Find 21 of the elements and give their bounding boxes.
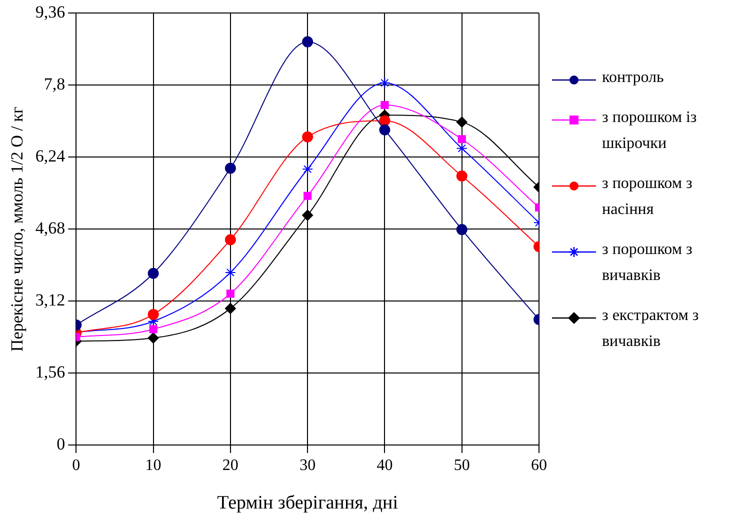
legend-label: з порошком із шкірочки bbox=[602, 108, 698, 154]
y-tick-label: 3,12 bbox=[35, 290, 66, 310]
x-tick-label: 0 bbox=[72, 456, 80, 474]
x-tick-label: 30 bbox=[300, 456, 316, 474]
y-tick-label: 1,56 bbox=[35, 362, 66, 382]
x-tick-label: 20 bbox=[222, 456, 238, 474]
x-tick-label: 40 bbox=[376, 456, 393, 474]
y-tick-label: 7,8 bbox=[44, 74, 66, 94]
y-tick-label: 0 bbox=[56, 434, 66, 454]
y-tick-label: 4,68 bbox=[35, 218, 66, 238]
x-axis-title: Термін зберігання, дні bbox=[217, 492, 398, 514]
legend-label: з екстрактом з вичавків bbox=[602, 306, 700, 352]
x-tick-label: 50 bbox=[454, 456, 470, 474]
legend-label: з порошком з вичавків bbox=[602, 240, 694, 286]
x-tick-label: 10 bbox=[145, 456, 162, 474]
legend-label: з порошком з насіння bbox=[602, 174, 694, 220]
y-axis-title: Перекісне число, ммоль 1/2 О / кг bbox=[8, 106, 27, 352]
y-tick-label: 9,36 bbox=[35, 2, 66, 22]
x-tick-label: 60 bbox=[531, 456, 547, 474]
y-tick-label: 6,24 bbox=[35, 146, 66, 166]
legend-label: контроль bbox=[602, 68, 664, 88]
